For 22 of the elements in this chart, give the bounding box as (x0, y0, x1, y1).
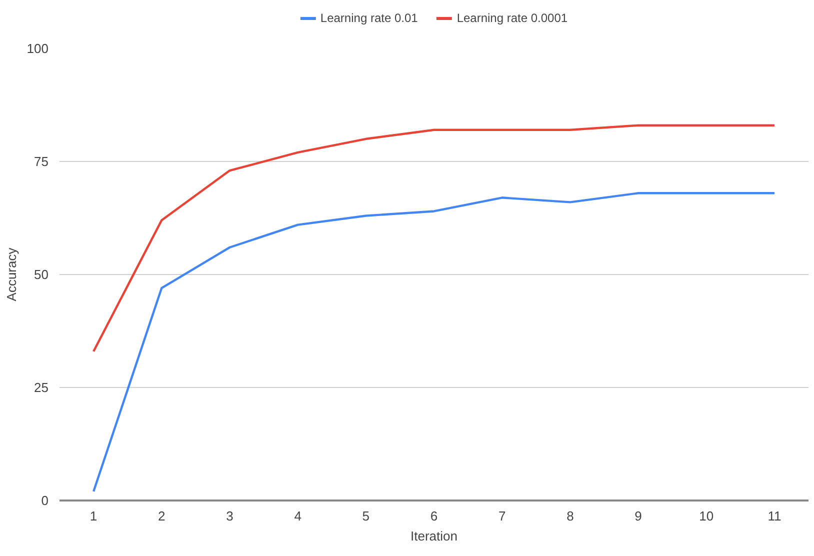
y-tick-label: 75 (34, 154, 49, 169)
x-tick-label: 7 (498, 508, 506, 524)
x-tick-label: 11 (768, 508, 782, 524)
x-tick-label: 3 (226, 508, 234, 524)
line-series (92, 192, 776, 493)
x-axis-title: Iteration (410, 528, 458, 544)
x-tick-label: 10 (699, 508, 714, 524)
y-tick-label: 0 (41, 493, 49, 508)
x-tick-label: 1 (90, 508, 98, 524)
y-axis-title: Accuracy (4, 247, 19, 302)
y-tick-label: 100 (26, 41, 49, 56)
line-series (92, 124, 776, 352)
x-tick-label: 9 (634, 508, 642, 524)
y-tick-label: 25 (34, 380, 49, 395)
x-tick-label: 5 (362, 508, 370, 524)
legend-label: Learning rate 0.0001 (456, 11, 568, 25)
x-tick-label: 2 (158, 508, 166, 524)
x-tick-label: 4 (294, 508, 302, 524)
x-tick-label: 6 (430, 508, 438, 524)
y-tick-label: 50 (34, 267, 49, 282)
x-tick-label: 8 (566, 508, 574, 524)
legend-label: Learning rate 0.01 (320, 11, 418, 25)
